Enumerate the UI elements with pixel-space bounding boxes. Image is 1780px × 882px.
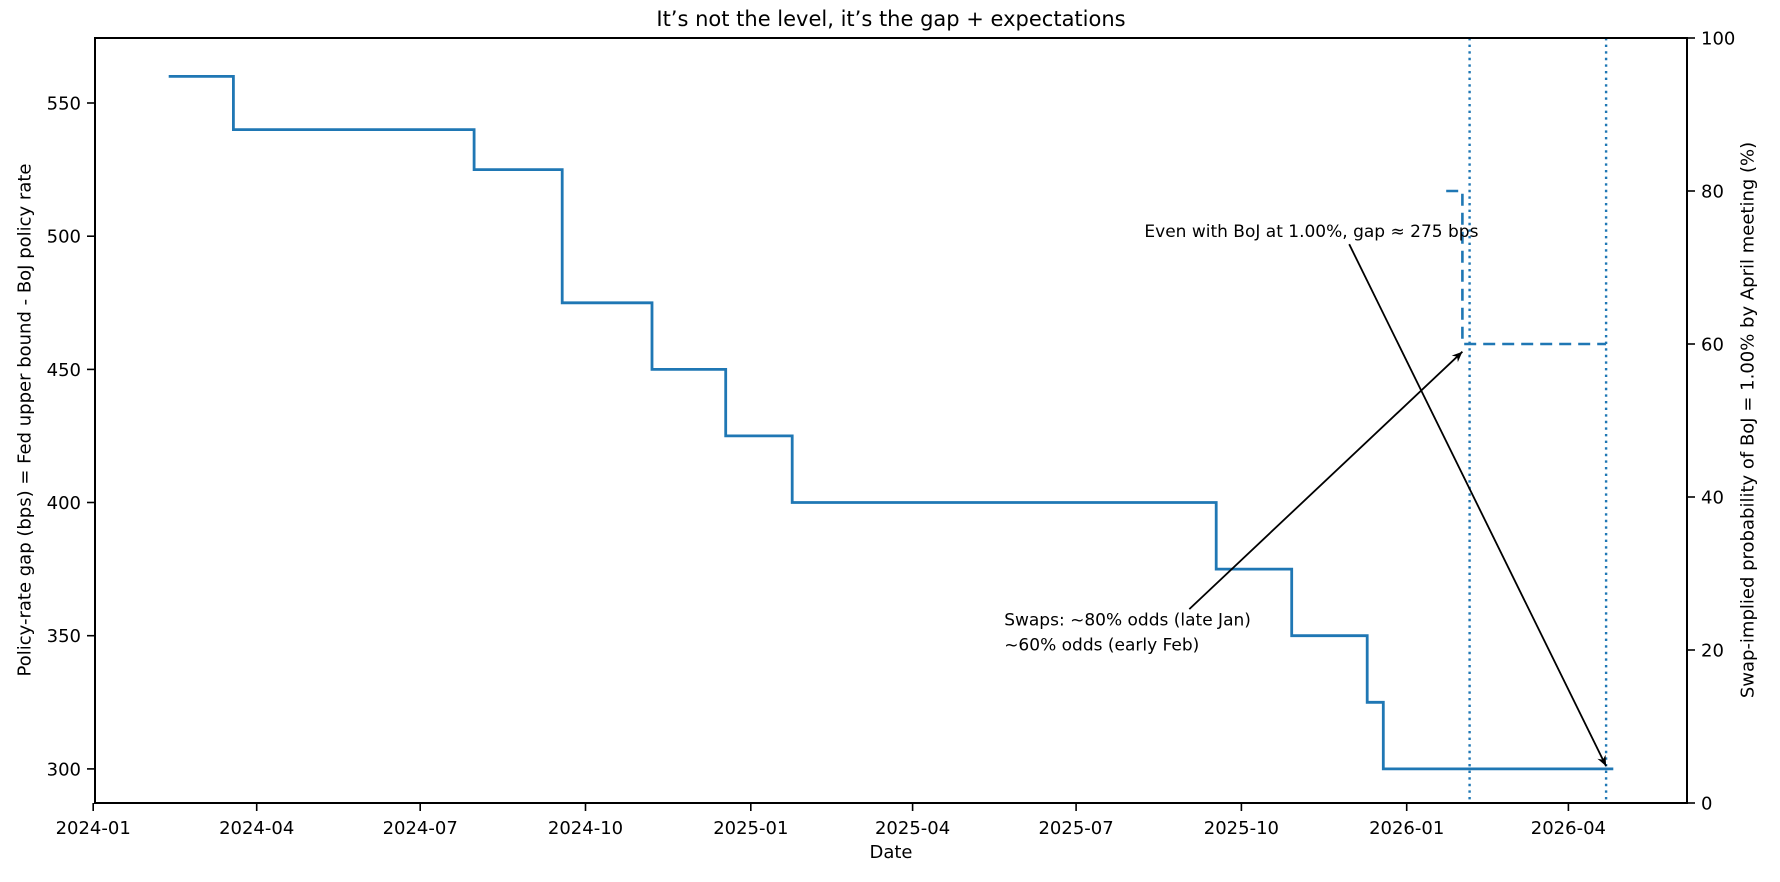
policy-rate-gap-line — [168, 75, 1614, 771]
left-y-tick-label: 550 — [47, 94, 81, 115]
x-tick-label: 2024-04 — [219, 818, 294, 839]
annotation-text: Swaps: ~80% odds (late Jan) ~60% odds (ea… — [1004, 611, 1251, 656]
annotation-text-line: ~60% odds (early Feb) — [1004, 636, 1199, 656]
left-y-tick-label: 400 — [47, 493, 81, 514]
annotation-text-line: Even with BoJ at 1.00%, gap ≈ 275 bps — [1144, 222, 1478, 242]
x-tick-label: 2026-01 — [1369, 818, 1444, 839]
x-tick-label: 2025-10 — [1204, 818, 1279, 839]
x-tick-label: 2025-04 — [875, 818, 950, 839]
annotation-text: Even with BoJ at 1.00%, gap ≈ 275 bps — [1144, 222, 1478, 242]
left-y-tick-label: 500 — [47, 227, 81, 248]
annotation-text-line: Swaps: ~80% odds (late Jan) — [1004, 611, 1251, 631]
left-y-tick-label: 300 — [47, 759, 81, 780]
left-y-axis-label: Policy-rate gap (bps) = Fed upper bound … — [14, 163, 36, 677]
right-y-tick-label: 40 — [1701, 488, 1724, 509]
annotation-arrow — [1188, 351, 1464, 610]
x-tick-label: 2025-01 — [713, 818, 788, 839]
left-y-tick-label: 350 — [47, 626, 81, 647]
x-axis-label: Date — [869, 842, 913, 863]
annotation-arrow — [1348, 243, 1607, 767]
left-y-tick-label: 450 — [47, 360, 81, 381]
right-y-tick-label: 100 — [1701, 29, 1735, 50]
chart-title: It’s not the level, it’s the gap + expec… — [656, 7, 1126, 31]
x-tick-label: 2025-07 — [1038, 818, 1113, 839]
axes-frame — [94, 37, 1688, 804]
x-tick-label: 2024-10 — [548, 818, 623, 839]
x-tick-label: 2024-01 — [56, 818, 131, 839]
swap-implied-probability-line — [1446, 189, 1607, 346]
right-y-tick-label: 80 — [1701, 182, 1724, 203]
x-tick-label: 2024-07 — [383, 818, 458, 839]
right-y-tick-label: 0 — [1701, 794, 1712, 815]
x-tick-label: 2026-04 — [1531, 818, 1606, 839]
right-y-tick-label: 60 — [1701, 335, 1724, 356]
right-y-axis-label: Swap-implied probability of BoJ = 1.00% … — [1737, 141, 1759, 699]
right-y-tick-label: 20 — [1701, 641, 1724, 662]
